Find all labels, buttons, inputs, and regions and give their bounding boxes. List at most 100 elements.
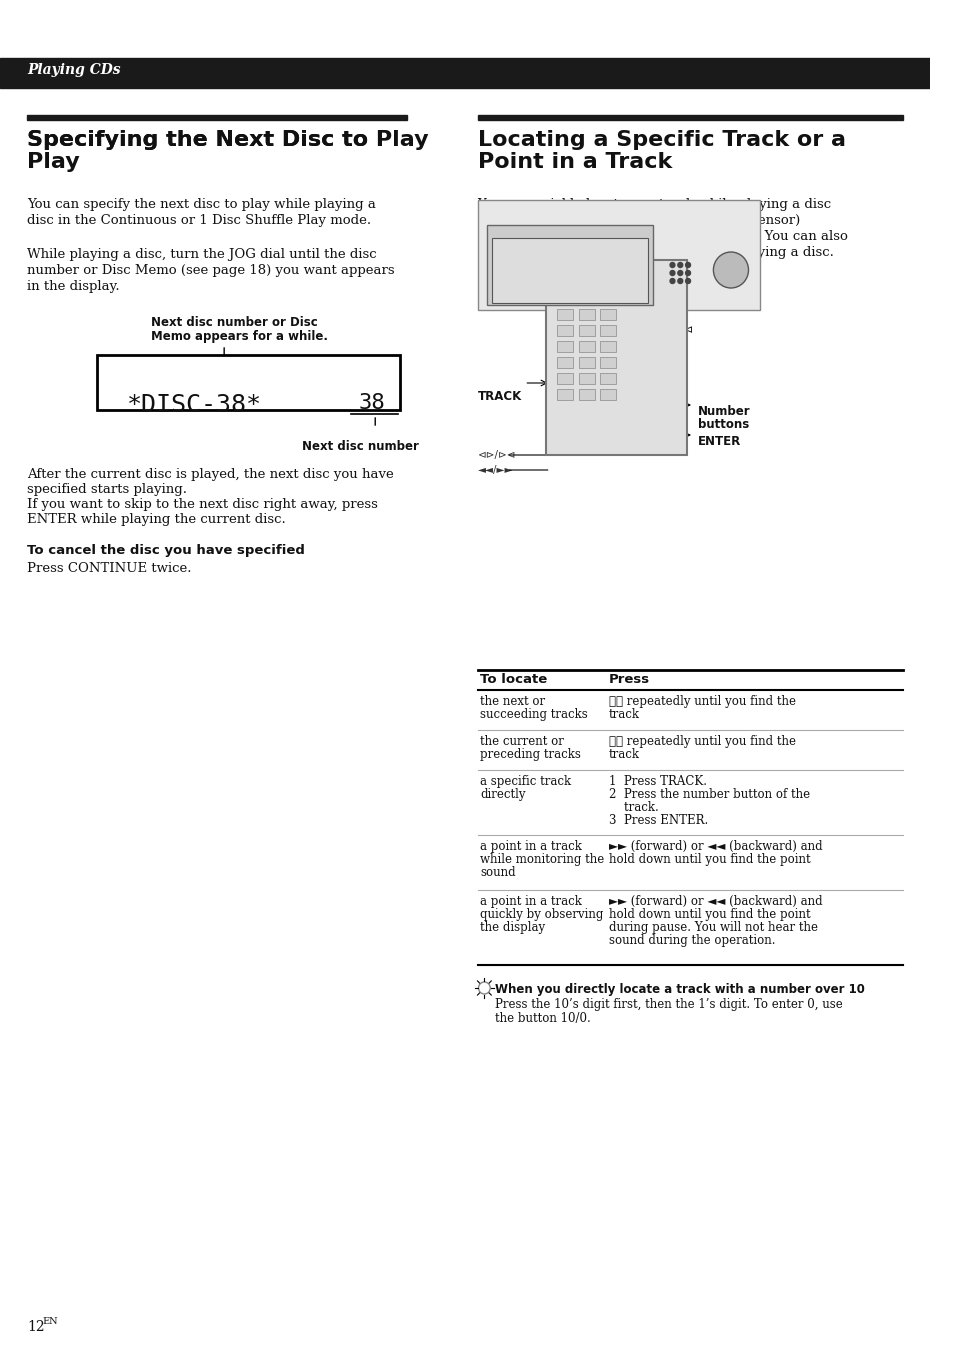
Text: You can specify the next disc to play while playing a: You can specify the next disc to play wh… [28,199,375,211]
Text: number or Disc Memo (see page 18) you want appears: number or Disc Memo (see page 18) you wa… [28,263,395,277]
Bar [0,58,929,88]
Text: the next or: the next or [480,694,545,708]
Text: ⊲⊳/⊳⊲: ⊲⊳/⊳⊲ [477,450,516,459]
Text: 1  Press TRACK.: 1 Press TRACK. [609,775,706,788]
Bar [578,340,594,353]
Text: 12: 12 [28,1320,45,1333]
Text: the current or: the current or [480,735,564,748]
Bar [599,357,616,367]
Circle shape [713,253,748,288]
Text: Point in a Track: Point in a Track [477,153,671,172]
Text: hold down until you find the point: hold down until you find the point [609,908,810,921]
Text: in the display.: in the display. [28,280,120,293]
Text: buttons or number buttons on the remote. You can also: buttons or number buttons on the remote.… [477,230,846,243]
Text: sound: sound [480,866,516,880]
Bar [477,115,902,120]
Text: Next disc number: Next disc number [302,440,418,453]
Bar [599,373,616,384]
Text: the display: the display [480,921,545,934]
Text: the button 10/0.: the button 10/0. [495,1012,590,1025]
Text: TRACK: TRACK [477,390,521,403]
Bar [477,200,760,309]
Bar [578,373,594,384]
Text: ENTER: ENTER [697,435,740,449]
Text: You can quickly locate any track while playing a disc: You can quickly locate any track while p… [477,199,831,211]
Bar [599,309,616,320]
Text: using the ⊲⊳/⊳⊲ (AMS: Automatic Music Sensor): using the ⊲⊳/⊳⊲ (AMS: Automatic Music Se… [477,213,799,227]
Circle shape [678,278,682,284]
Text: Locating a Specific Track or a: Locating a Specific Track or a [477,130,844,150]
Text: Press the 10’s digit first, then the 1’s digit. To enter 0, use: Press the 10’s digit first, then the 1’s… [495,998,841,1011]
Circle shape [669,270,674,276]
Bar [557,309,573,320]
Text: Memo appears for a while.: Memo appears for a while. [151,330,328,343]
Text: ⊳⊲ repeatedly until you find the: ⊳⊲ repeatedly until you find the [609,694,796,708]
Text: preceding tracks: preceding tracks [480,748,580,761]
Text: a specific track: a specific track [480,775,571,788]
Bar [599,326,616,336]
Text: buttons: buttons [697,417,748,431]
Bar [557,389,573,400]
Text: Number: Number [697,405,750,417]
Circle shape [669,278,674,284]
Text: track: track [609,708,639,721]
Text: locate a specific point in a track while playing a disc.: locate a specific point in a track while… [477,246,833,259]
Text: disc in the Continuous or 1 Disc Shuffle Play mode.: disc in the Continuous or 1 Disc Shuffle… [28,213,371,227]
Bar [578,389,594,400]
Text: To cancel the disc you have specified: To cancel the disc you have specified [28,544,305,557]
Text: Playing CDs: Playing CDs [28,63,121,77]
Text: 3  Press ENTER.: 3 Press ENTER. [609,815,708,827]
Bar [557,373,573,384]
Text: Play: Play [28,153,80,172]
Text: 2  Press the number button of the: 2 Press the number button of the [609,788,809,801]
Text: *DISC-38*: *DISC-38* [127,393,261,417]
Text: Press CONTINUE twice.: Press CONTINUE twice. [28,562,192,576]
Circle shape [678,270,682,276]
Circle shape [669,262,674,267]
Bar [599,389,616,400]
Bar [578,326,594,336]
Text: during pause. You will not hear the: during pause. You will not hear the [609,921,818,934]
Circle shape [685,262,690,267]
Text: while monitoring the: while monitoring the [480,852,604,866]
Text: directly: directly [480,788,525,801]
Text: ►► (forward) or ◄◄ (backward) and: ►► (forward) or ◄◄ (backward) and [609,840,821,852]
Circle shape [685,270,690,276]
Circle shape [685,278,690,284]
Text: After the current disc is played, the next disc you have: After the current disc is played, the ne… [28,467,394,481]
Text: ENTER while playing the current disc.: ENTER while playing the current disc. [28,513,286,526]
Text: sound during the operation.: sound during the operation. [609,934,775,947]
Bar [487,226,652,305]
Bar [599,340,616,353]
Text: ◄◄/►►: ◄◄/►► [477,465,513,476]
Bar [28,115,407,120]
Text: To locate: To locate [480,673,547,686]
Bar [492,238,647,303]
Bar [578,357,594,367]
Bar [97,355,399,409]
Bar [557,340,573,353]
Text: quickly by observing: quickly by observing [480,908,603,921]
Text: EN: EN [43,1317,58,1325]
Text: Specifying the Next Disc to Play: Specifying the Next Disc to Play [28,130,429,150]
Text: When you directly locate a track with a number over 10: When you directly locate a track with a … [495,984,864,996]
Text: ►► (forward) or ◄◄ (backward) and: ►► (forward) or ◄◄ (backward) and [609,894,821,908]
Text: Next disc number or Disc: Next disc number or Disc [151,316,317,330]
Text: a point in a track: a point in a track [480,894,581,908]
Text: If you want to skip to the next disc right away, press: If you want to skip to the next disc rig… [28,499,377,511]
Text: specified starts playing.: specified starts playing. [28,484,187,496]
Text: track.: track. [609,801,659,815]
Bar [557,357,573,367]
Text: 38: 38 [358,393,385,413]
Text: While playing a disc, turn the JOG dial until the disc: While playing a disc, turn the JOG dial … [28,249,376,261]
Text: Press: Press [609,673,650,686]
Text: ⊲⊳/⊳⊲: ⊲⊳/⊳⊲ [652,326,694,335]
Bar [557,326,573,336]
Text: ⊲⊳ repeatedly until you find the: ⊲⊳ repeatedly until you find the [609,735,796,748]
Bar [545,259,686,455]
Circle shape [478,982,490,994]
Bar [578,309,594,320]
Text: succeeding tracks: succeeding tracks [480,708,588,721]
Circle shape [678,262,682,267]
Text: a point in a track: a point in a track [480,840,581,852]
